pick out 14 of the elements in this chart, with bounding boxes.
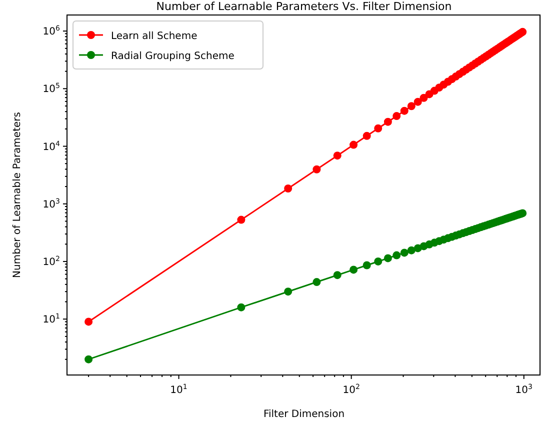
legend-label: Learn all Scheme [111, 31, 198, 42]
x-tick-label: 10$^{1}$ [170, 383, 188, 396]
y-tick-label: 10$^{6}$ [42, 24, 61, 38]
y-tick-label: 10$^{1}$ [42, 312, 60, 326]
y-tick-label: 10$^{2}$ [42, 254, 60, 268]
y-axis-title: Number of Learnable Parameters [12, 112, 23, 278]
chart-title: Number of Learnable Parameters Vs. Filter Dimension [156, 0, 452, 13]
x-tick-label: 10$^{3}$ [515, 383, 532, 396]
x-axis-title: Filter Dimension [263, 409, 345, 420]
x-tick-label: 10$^{2}$ [342, 383, 360, 396]
legend-label: Radial Grouping Scheme [111, 51, 234, 62]
y-tick-label: 10$^{5}$ [42, 82, 60, 96]
y-tick-label: 10$^{4}$ [42, 140, 61, 153]
y-tick-label: 10$^{3}$ [42, 197, 60, 210]
